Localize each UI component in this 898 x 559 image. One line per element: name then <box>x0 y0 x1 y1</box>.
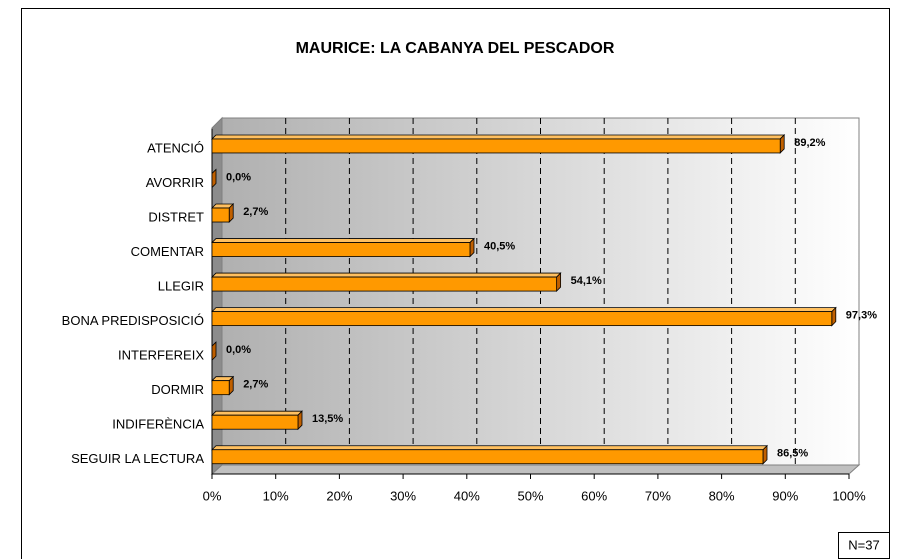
bar-front <box>211 311 833 327</box>
x-tick-label: 40% <box>454 488 480 503</box>
bar-top <box>211 134 786 140</box>
y-tick-label: INTERFEREIX <box>118 348 204 363</box>
y-tick-label: ATENCIÓ <box>147 140 204 155</box>
bar-top <box>211 410 303 416</box>
bar-top <box>211 445 768 451</box>
x-tick-label: 80% <box>709 488 735 503</box>
value-label: 0,0% <box>226 344 251 356</box>
chart-title: MAURICE: LA CABANYA DEL PESCADOR <box>296 40 615 57</box>
x-tick-label: 50% <box>517 488 543 503</box>
bar <box>211 237 475 258</box>
bar-front <box>211 242 471 257</box>
y-tick-label: LLEGIR <box>158 279 204 294</box>
y-tick-label: AVORRIR <box>146 175 204 190</box>
y-tick-label: DORMIR <box>151 382 204 397</box>
value-label: 2,7% <box>243 379 268 391</box>
bar <box>211 168 217 189</box>
bar-front <box>211 414 299 430</box>
y-tick-label: BONA PREDISPOSICIÓ <box>62 313 204 328</box>
x-tick-label: 10% <box>263 488 289 503</box>
value-label: 97,3% <box>846 310 877 322</box>
x-tick-label: 90% <box>772 488 798 503</box>
x-tick-label: 30% <box>390 488 416 503</box>
value-label: 0,0% <box>226 171 251 183</box>
bar <box>211 410 303 431</box>
y-tick-label: SEGUIR LA LECTURA <box>71 451 204 466</box>
bar-front <box>211 449 764 465</box>
bar-front <box>211 138 781 154</box>
x-tick-label: 70% <box>645 488 671 503</box>
value-label: 40,5% <box>484 240 515 252</box>
bar-side <box>211 341 217 362</box>
bar-front <box>211 276 558 292</box>
bar-top <box>211 272 562 278</box>
y-tick-label: DISTRET <box>148 209 204 224</box>
x-tick-label: 20% <box>326 488 352 503</box>
bar-top <box>211 307 837 313</box>
bar <box>211 133 786 154</box>
y-tick-label: COMENTAR <box>131 244 204 259</box>
bar-front <box>211 207 230 223</box>
bar-front <box>211 380 230 396</box>
bar-side <box>211 168 217 189</box>
y-tick-label: INDIFERÈNCIA <box>112 417 204 432</box>
x-tick-label: 100% <box>832 488 866 503</box>
bar <box>211 375 235 396</box>
bar-top <box>211 238 475 243</box>
value-label: 2,7% <box>243 206 268 218</box>
value-label: 54,1% <box>571 275 602 287</box>
bar <box>211 306 837 327</box>
annotation: N=37 <box>848 537 879 552</box>
bar <box>211 272 562 293</box>
value-label: 89,2% <box>794 137 825 149</box>
value-label: 13,5% <box>312 413 343 425</box>
x-tick-label: 0% <box>203 488 222 503</box>
value-label: 86,5% <box>777 448 808 460</box>
bar <box>211 203 235 223</box>
x-tick-label: 60% <box>581 488 607 503</box>
bar <box>211 341 217 362</box>
floor <box>210 464 861 475</box>
bar <box>211 444 768 465</box>
